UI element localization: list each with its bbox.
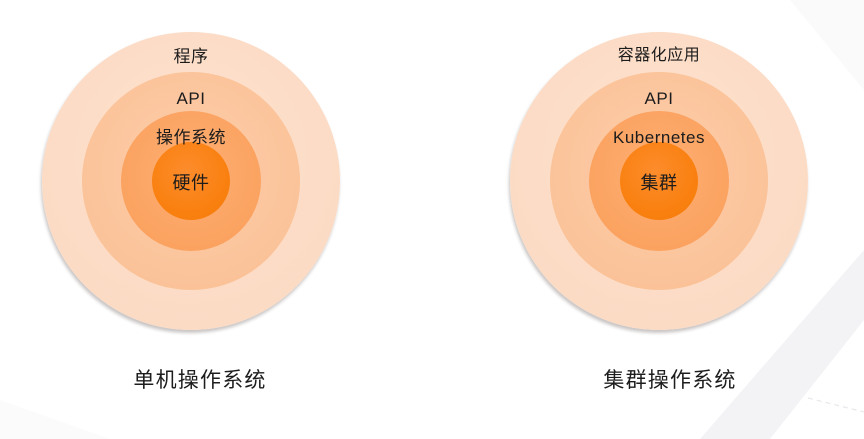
label-outer-layer-left: 程序 [173, 47, 209, 66]
label-outer-layer-right: 容器化应用 [617, 47, 701, 64]
label-core-layer-left: 硬件 [172, 173, 210, 193]
ring-core-hardware [152, 142, 230, 220]
label-second-layer-left: API [176, 89, 206, 108]
caption-cluster-os: 集群操作系统 [603, 369, 737, 392]
concentric-rings-right: 容器化应用 API Kubernetes 集群 [510, 32, 808, 330]
label-third-layer-right: Kubernetes [613, 128, 705, 147]
caption-single-machine-os: 单机操作系统 [133, 369, 267, 392]
diagram-cluster-os: 容器化应用 API Kubernetes 集群 集群操作系统 [432, 0, 864, 439]
label-core-layer-right: 集群 [640, 173, 678, 193]
ring-core-cluster [620, 142, 698, 220]
diagram-single-machine-os: 程序 API 操作系统 硬件 单机操作系统 [42, 32, 340, 392]
concentric-rings-left: 程序 API 操作系统 硬件 [42, 32, 340, 330]
label-second-layer-right: API [644, 89, 674, 108]
label-third-layer-left: 操作系统 [156, 128, 226, 147]
